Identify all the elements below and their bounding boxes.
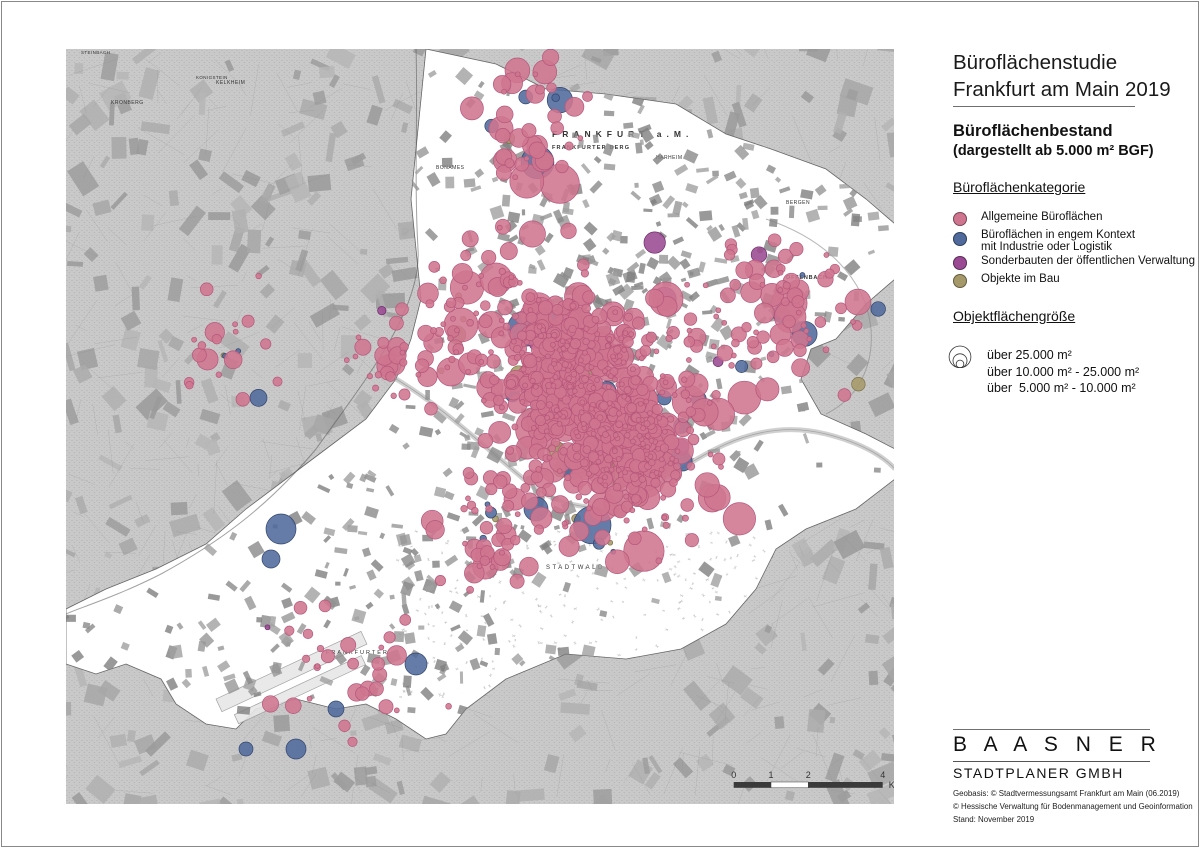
svg-text:KONIGSTEIN: KONIGSTEIN	[196, 75, 228, 80]
svg-text:4: 4	[880, 770, 885, 780]
svg-text:1: 1	[768, 770, 773, 780]
svg-text:2: 2	[806, 770, 811, 780]
svg-text:STEINBACH: STEINBACH	[81, 50, 110, 55]
svg-text:BERGEN: BERGEN	[786, 200, 810, 206]
svg-text:Kilometer: Kilometer	[889, 780, 894, 790]
svg-text:0: 0	[731, 770, 736, 780]
svg-text:KELKHEIM: KELKHEIM	[216, 80, 245, 86]
svg-text:FRANKFURTER BERG: FRANKFURTER BERG	[552, 145, 630, 151]
svg-text:KRONBERG: KRONBERG	[111, 100, 144, 106]
